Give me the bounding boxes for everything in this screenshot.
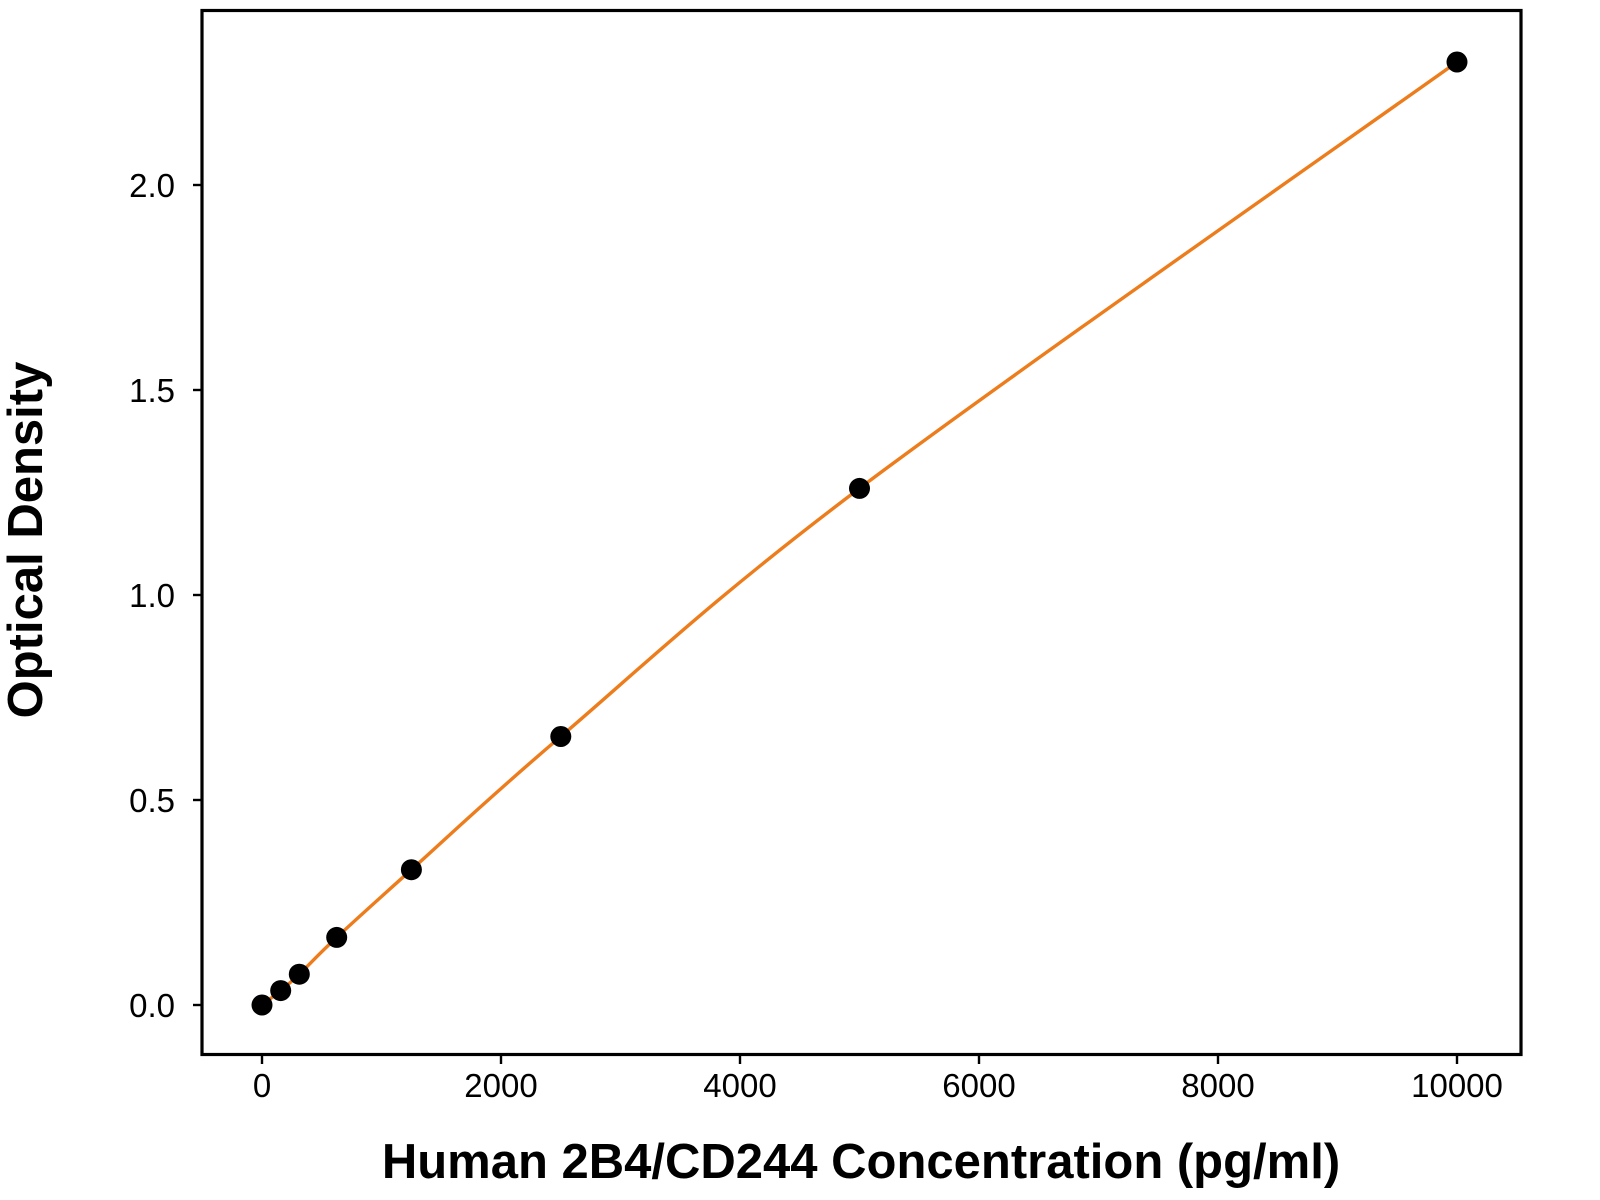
svg-text:6000: 6000: [942, 1067, 1015, 1104]
svg-text:Optical Density: Optical Density: [0, 362, 53, 719]
svg-text:0: 0: [253, 1067, 271, 1104]
svg-text:0.0: 0.0: [129, 987, 175, 1024]
svg-text:4000: 4000: [703, 1067, 776, 1104]
svg-text:Human 2B4/CD244 Concentration: Human 2B4/CD244 Concentration (pg/ml): [382, 1135, 1340, 1189]
svg-text:10000: 10000: [1411, 1067, 1503, 1104]
svg-text:2000: 2000: [464, 1067, 537, 1104]
svg-text:0.5: 0.5: [129, 782, 175, 819]
svg-text:2.0: 2.0: [129, 167, 175, 204]
svg-text:8000: 8000: [1181, 1067, 1254, 1104]
svg-text:1.0: 1.0: [129, 577, 175, 614]
svg-text:1.5: 1.5: [129, 372, 175, 409]
